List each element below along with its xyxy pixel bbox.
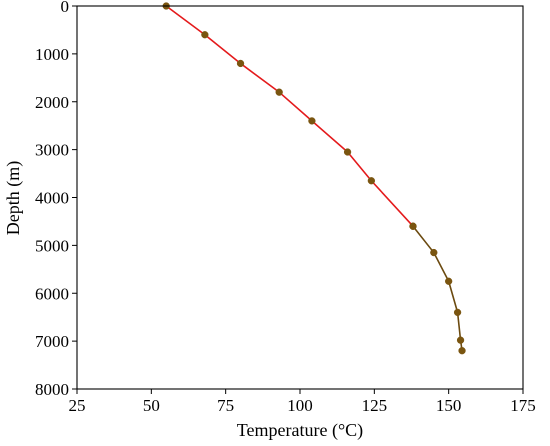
- y-tick-label: 7000: [35, 332, 69, 351]
- data-point: [409, 222, 417, 230]
- data-point: [343, 148, 352, 156]
- x-tick-label: 175: [510, 396, 536, 415]
- data-point: [445, 277, 453, 285]
- data-point: [367, 177, 376, 185]
- x-axis: 25 50 75 100 125 150 175: [69, 389, 536, 415]
- y-tick-label: 0: [61, 0, 70, 16]
- x-tick-label: 25: [69, 396, 86, 415]
- x-tick-label: 75: [217, 396, 234, 415]
- y-tick-label: 5000: [35, 236, 69, 255]
- y-axis: 0 1000 2000 3000 4000 5000 6000 7000 8000: [35, 0, 77, 399]
- y-tick-label: 4000: [35, 189, 69, 208]
- series-line-1: [165, 5, 414, 227]
- data-point: [456, 336, 465, 344]
- y-tick-label: 8000: [35, 380, 69, 399]
- data-point: [201, 31, 209, 39]
- x-tick-label: 150: [436, 396, 462, 415]
- x-axis-title: Temperature (°C): [237, 420, 363, 441]
- y-tick-label: 3000: [35, 141, 69, 160]
- series-line-2: [412, 225, 463, 351]
- data-point: [308, 117, 316, 125]
- y-tick-label: 2000: [35, 93, 69, 112]
- x-tick-label: 50: [143, 396, 160, 415]
- x-tick-label: 125: [362, 396, 388, 415]
- data-point: [453, 308, 462, 317]
- plot-area: [162, 2, 466, 355]
- data-point: [430, 248, 438, 257]
- data-point: [458, 347, 466, 355]
- data-point: [275, 88, 283, 96]
- data-point: [236, 59, 245, 68]
- x-tick-label: 100: [287, 396, 313, 415]
- y-axis-title: Depth (m): [3, 161, 24, 235]
- plot-frame: [76, 5, 524, 390]
- y-tick-label: 6000: [35, 284, 69, 303]
- y-tick-label: 1000: [35, 45, 69, 64]
